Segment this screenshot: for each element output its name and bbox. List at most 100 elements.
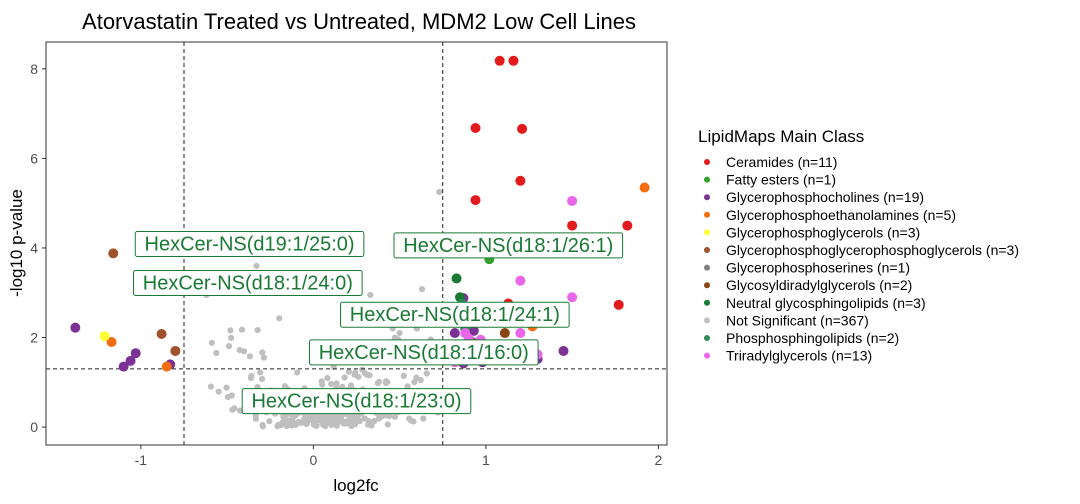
legend-label: Triradylglycerols (n=13) <box>726 348 872 364</box>
data-point-not-significant <box>356 417 363 424</box>
data-point-not-significant <box>324 375 331 382</box>
data-point-not-significant <box>420 415 427 422</box>
data-point-not-significant <box>345 368 352 375</box>
data-point-not-significant <box>411 379 418 386</box>
data-point-not-significant <box>259 349 266 356</box>
data-point-glycerophosphoglycerophosphoglycerols <box>156 328 167 339</box>
data-point-not-significant <box>238 326 246 333</box>
callout-box <box>134 231 365 257</box>
data-point-not-significant <box>266 418 273 425</box>
data-point-not-significant <box>302 418 309 425</box>
data-point-not-significant <box>417 377 424 384</box>
data-point-not-significant <box>400 372 407 379</box>
data-point-not-significant <box>237 407 244 414</box>
data-point-not-significant <box>376 415 383 422</box>
data-point-not-significant <box>384 421 391 428</box>
y-tick-label: 0 <box>30 419 38 435</box>
legend-key <box>704 211 710 218</box>
x-tick-label: -1 <box>135 452 148 468</box>
data-point-not-significant <box>396 329 403 337</box>
legend-label: Glycerophosphoglycerols (n=3) <box>726 224 920 240</box>
legend-label: Not Significant (n=367) <box>726 312 869 328</box>
data-point-not-significant <box>325 414 332 421</box>
data-point-not-significant <box>368 422 375 429</box>
x-axis-title: log2fc <box>333 476 379 495</box>
data-point-not-significant <box>423 370 430 377</box>
legend-key <box>704 176 710 183</box>
callout-box <box>241 388 472 415</box>
callout-box <box>340 301 570 328</box>
legend-key <box>704 264 710 271</box>
data-point-not-significant <box>371 417 378 425</box>
data-point-not-significant <box>340 418 347 425</box>
data-point-glycerophosphocholines <box>130 348 141 359</box>
y-tick-label: 4 <box>30 240 38 256</box>
legend-key <box>704 299 710 306</box>
data-point-not-significant <box>259 423 266 430</box>
data-point-not-significant <box>280 413 287 420</box>
legend: LipidMaps Main Class Ceramides (n=11) Fat… <box>698 127 1019 364</box>
data-point-not-significant <box>284 417 291 424</box>
data-point-not-significant <box>276 315 283 322</box>
callout-label: HexCer-NS(d18:1/16:0) <box>308 339 539 366</box>
callout-label: HexCer-NS(d18:1/24:1) <box>340 301 570 328</box>
data-point-not-significant <box>318 378 325 385</box>
data-point-glycerophosphoglycerophosphoglycerols <box>108 248 119 259</box>
data-point-not-significant <box>260 354 267 361</box>
legend-label: Phosphosphingolipids (n=2) <box>726 330 899 346</box>
legend-label: Glycerophosphoserines (n=1) <box>726 260 910 276</box>
data-point-not-significant <box>253 262 260 269</box>
data-point-ceramides <box>517 123 528 134</box>
data-point-ceramides <box>515 175 526 186</box>
callout-text: HexCer-NS(d18:1/24:1) <box>350 304 560 326</box>
x-tick-label: 2 <box>654 452 662 468</box>
callout-text: HexCer-NS(d18:1/16:0) <box>319 342 529 364</box>
data-point-not-significant <box>215 388 222 395</box>
data-point-not-significant <box>283 422 290 429</box>
callout-box <box>308 339 539 366</box>
data-point-glycerophosphocholines <box>70 322 81 333</box>
data-point-not-significant <box>333 380 340 387</box>
axes: -1 0 1 2 0 2 4 6 8 <box>30 61 662 468</box>
data-point-glycerophosphoglycerols <box>99 331 110 342</box>
data-point-not-significant <box>347 382 355 389</box>
legend-key <box>704 317 710 324</box>
data-point-not-significant <box>329 419 336 426</box>
data-point-not-significant <box>274 423 281 430</box>
data-point-triradylglycerols <box>515 275 526 286</box>
data-point-ceramides <box>494 55 505 66</box>
y-tick-label: 8 <box>30 61 38 77</box>
data-point-not-significant <box>391 413 399 420</box>
data-point-ceramides <box>470 195 481 206</box>
data-point-glycerophosphoglycerophosphoglycerols <box>170 345 181 356</box>
data-point-not-significant <box>225 343 233 350</box>
legend-label: Neutral glycosphingolipids (n=3) <box>726 295 926 311</box>
data-point-not-significant <box>375 378 383 385</box>
panel-border <box>45 41 668 446</box>
data-point-glycerophosphocholines <box>558 345 569 356</box>
data-point-not-significant <box>229 406 236 413</box>
legend-title: LipidMaps Main Class <box>698 127 864 146</box>
data-point-not-significant <box>213 349 220 357</box>
data-point-not-significant <box>313 422 320 429</box>
callout-label: HexCer-NS(d18:1/24:0) <box>133 269 363 296</box>
legend-label: Fatty esters (n=1) <box>726 172 836 188</box>
data-point-not-significant <box>246 353 253 360</box>
callout-labels: HexCer-NS(d19:1/25:0) HexCer-NS(d18:1/26:… <box>133 231 624 415</box>
data-point-glycerophosphoethanolamines <box>639 182 650 193</box>
data-point-ceramides <box>622 220 633 231</box>
data-point-not-significant <box>352 369 359 376</box>
data-point-not-significant <box>208 339 215 346</box>
data-point-not-significant <box>227 327 234 334</box>
data-point-not-significant <box>241 348 248 355</box>
data-point-not-significant <box>361 370 369 377</box>
data-point-triradylglycerols <box>567 292 578 303</box>
y-tick-label: 2 <box>30 330 38 346</box>
data-point-not-significant <box>207 383 214 390</box>
data-point-ceramides <box>508 55 519 66</box>
legend-label: Glycerophosphoglycerophosphoglycerols (n… <box>726 242 1019 258</box>
legend-label: Glycerophosphocholines (n=19) <box>726 189 924 205</box>
legend-key <box>704 229 710 236</box>
legend-key <box>704 352 710 359</box>
